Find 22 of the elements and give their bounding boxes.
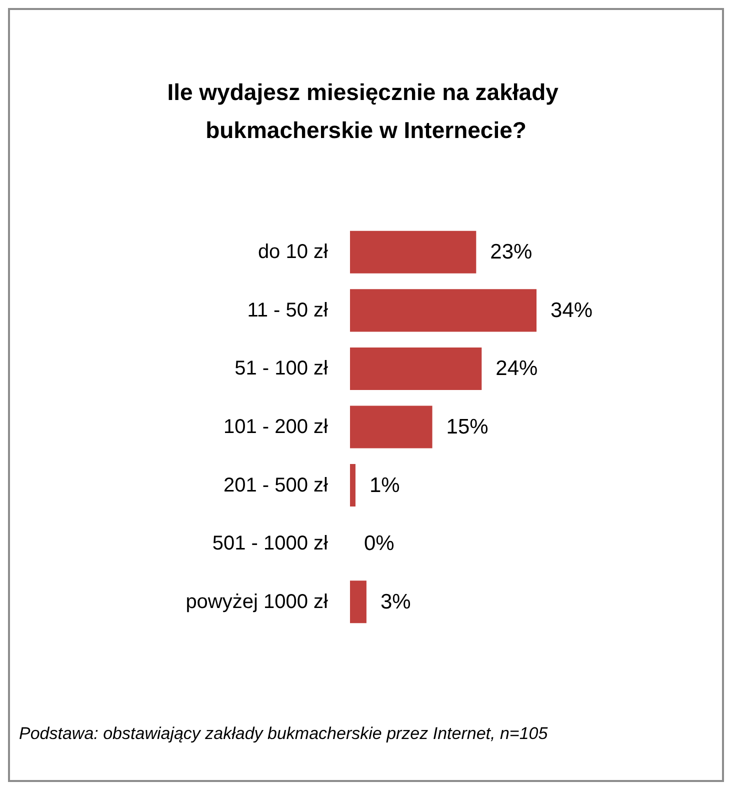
text: Podstawa: obstawiający zakłady bukmacherskie przez Internet, n=105 bbox=[19, 724, 548, 743]
y-tick-label: 501 - 1000 zł bbox=[212, 532, 329, 555]
bar bbox=[350, 580, 366, 624]
data-label: 1% bbox=[369, 474, 400, 497]
bar bbox=[350, 406, 432, 448]
y-tick-label: 201 - 500 zł bbox=[223, 474, 329, 496]
data-label: 3% bbox=[380, 590, 411, 614]
chart-title: Ile wydajesz miesięcznie na zakłady bukmacherskie w Internecie? bbox=[167, 79, 565, 143]
data-label: 24% bbox=[496, 357, 538, 380]
y-tick-label: 11 - 50 zł bbox=[247, 299, 329, 322]
y-tick-label: 51 - 100 zł bbox=[234, 358, 329, 380]
y-tick-label: powyżej 1000 zł bbox=[186, 590, 329, 613]
bar bbox=[350, 289, 537, 332]
data-label: 15% bbox=[446, 416, 488, 438]
data-label: 23% bbox=[490, 240, 532, 264]
bar bbox=[350, 347, 482, 390]
y-tick-label: 101 - 200 zł bbox=[223, 416, 329, 438]
data-label: 0% bbox=[364, 532, 394, 556]
bar bbox=[350, 464, 356, 507]
bar bbox=[350, 230, 476, 274]
data-label: 34% bbox=[550, 298, 593, 322]
y-tick-label: do 10 zł bbox=[258, 241, 329, 264]
